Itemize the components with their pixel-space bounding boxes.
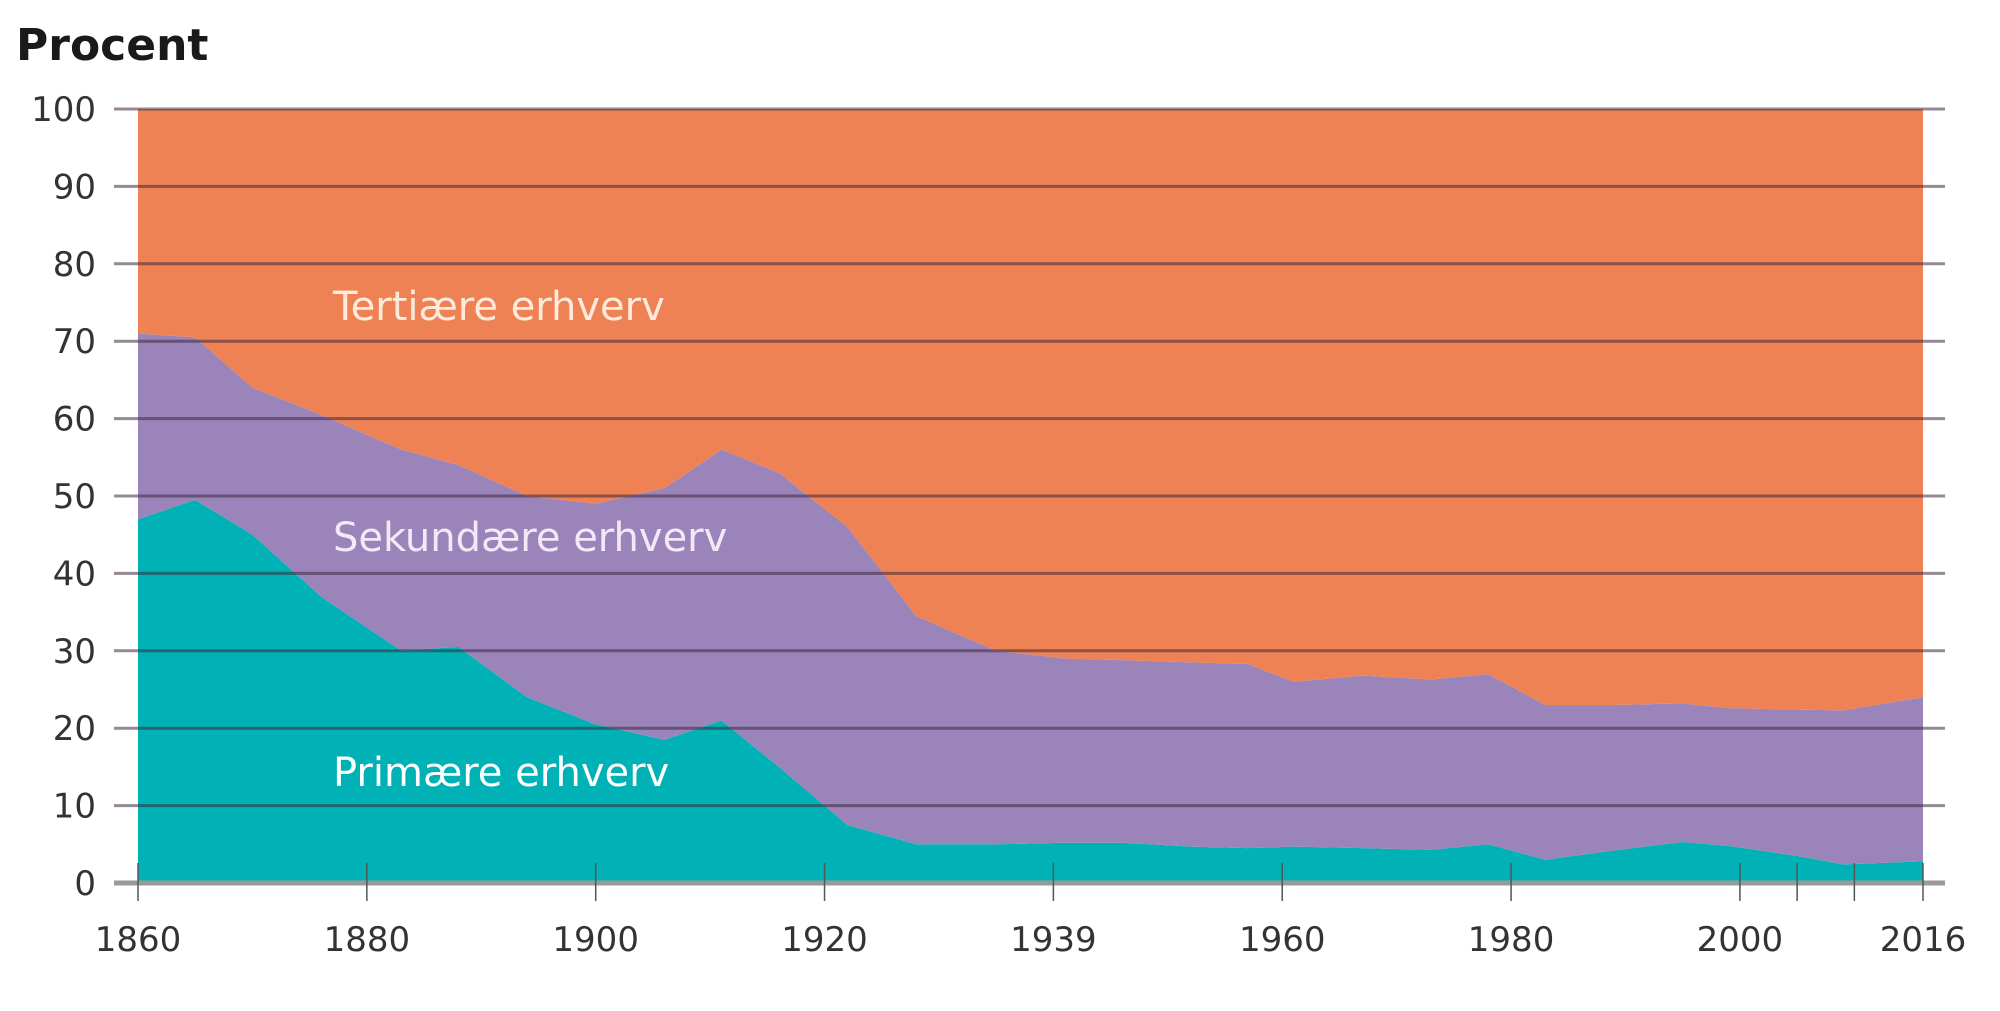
series-label: Sekundære erhverv bbox=[333, 515, 727, 561]
x-tick-label: 1860 bbox=[95, 920, 182, 960]
series-label: Tertiære erhverv bbox=[332, 284, 665, 330]
y-tick-label: 60 bbox=[53, 400, 96, 440]
chart-title: Procent bbox=[16, 20, 208, 71]
x-tick-label: 1880 bbox=[324, 920, 411, 960]
y-tick-label: 50 bbox=[53, 477, 96, 517]
x-tick-label: 1980 bbox=[1468, 920, 1555, 960]
y-tick-label: 90 bbox=[53, 167, 96, 207]
x-tick-label: 2016 bbox=[1880, 920, 1967, 960]
y-tick-label: 10 bbox=[53, 787, 96, 827]
x-tick-label: 1920 bbox=[781, 920, 868, 960]
area-tertiary bbox=[138, 109, 1923, 711]
area-primary bbox=[138, 499, 1923, 883]
y-tick-label: 80 bbox=[53, 245, 96, 285]
x-tick-label: 2000 bbox=[1697, 920, 1784, 960]
y-tick-label: 20 bbox=[53, 709, 96, 749]
x-tick-label: 1960 bbox=[1239, 920, 1326, 960]
y-tick-label: 0 bbox=[74, 864, 96, 904]
series-label: Primære erhverv bbox=[333, 750, 669, 796]
y-tick-label: 30 bbox=[53, 632, 96, 672]
y-tick-label: 70 bbox=[53, 322, 96, 362]
area-secondary bbox=[138, 333, 1923, 865]
x-tick-label: 1900 bbox=[552, 920, 639, 960]
y-tick-label: 100 bbox=[31, 90, 96, 130]
x-tick-label: 1939 bbox=[1010, 920, 1097, 960]
y-tick-label: 40 bbox=[53, 554, 96, 594]
